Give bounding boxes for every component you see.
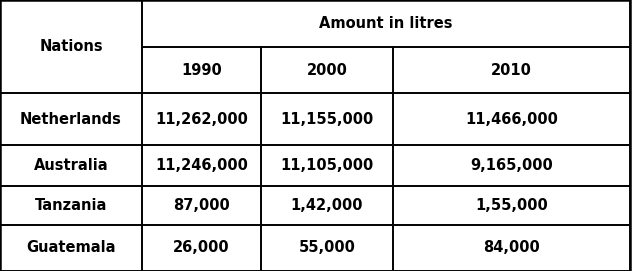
Bar — [0, 93, 142, 145]
Text: 2000: 2000 — [307, 63, 348, 78]
Text: 11,246,000: 11,246,000 — [155, 158, 248, 173]
Bar — [142, 186, 261, 225]
Bar — [142, 225, 261, 271]
Bar — [393, 186, 630, 225]
Text: 2010: 2010 — [491, 63, 532, 78]
Text: 87,000: 87,000 — [173, 198, 230, 213]
Text: Guatemala: Guatemala — [26, 240, 116, 256]
Text: 26,000: 26,000 — [173, 240, 230, 256]
Bar — [261, 47, 393, 93]
Text: 84,000: 84,000 — [483, 240, 540, 256]
Bar — [142, 0, 630, 47]
Text: Netherlands: Netherlands — [20, 112, 122, 127]
Bar — [261, 225, 393, 271]
Text: 1990: 1990 — [181, 63, 222, 78]
Text: Australia: Australia — [34, 158, 108, 173]
Bar — [261, 93, 393, 145]
Bar — [0, 145, 142, 186]
Bar — [393, 145, 630, 186]
Text: 1,42,000: 1,42,000 — [291, 198, 364, 213]
Bar — [142, 93, 261, 145]
Bar — [142, 47, 261, 93]
Bar — [393, 47, 630, 93]
Text: 11,466,000: 11,466,000 — [465, 112, 558, 127]
Text: 11,155,000: 11,155,000 — [280, 112, 374, 127]
Text: 55,000: 55,000 — [299, 240, 355, 256]
Text: 9,165,000: 9,165,000 — [470, 158, 553, 173]
Bar — [0, 225, 142, 271]
Bar — [0, 186, 142, 225]
Text: Amount in litres: Amount in litres — [319, 16, 452, 31]
Text: 11,262,000: 11,262,000 — [155, 112, 248, 127]
Bar — [393, 93, 630, 145]
Text: Nations: Nations — [39, 39, 103, 54]
Bar — [261, 145, 393, 186]
Bar — [261, 186, 393, 225]
Text: 1,55,000: 1,55,000 — [475, 198, 548, 213]
Bar — [0, 0, 142, 93]
Bar — [393, 225, 630, 271]
Text: 11,105,000: 11,105,000 — [280, 158, 374, 173]
Bar — [142, 145, 261, 186]
Text: Tanzania: Tanzania — [35, 198, 108, 213]
